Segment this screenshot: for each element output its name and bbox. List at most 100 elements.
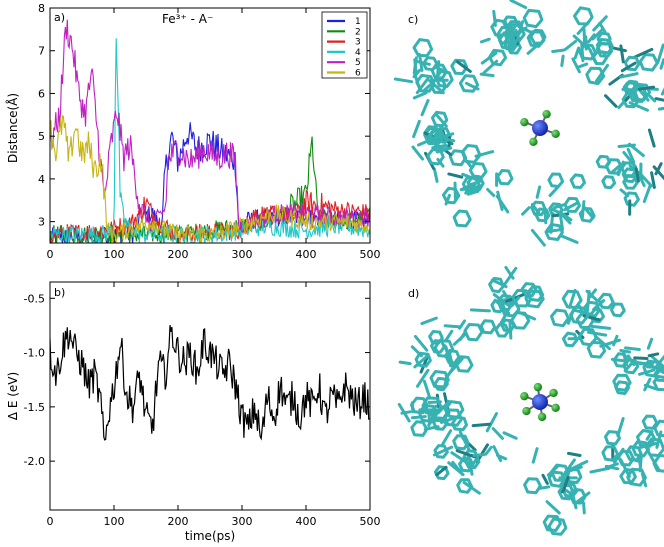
bond-stick <box>560 54 565 67</box>
bond-stick <box>474 150 495 158</box>
bond-stick <box>619 458 631 478</box>
y-tick-label: -0.5 <box>24 292 45 305</box>
ring-stick <box>451 415 468 432</box>
molecular-structure-c-icon <box>393 0 664 247</box>
x-tick-label: 300 <box>232 515 253 528</box>
ring-stick <box>529 28 547 45</box>
bond-stick <box>400 410 412 415</box>
ring-stick <box>561 331 579 348</box>
panel-d-label: d) <box>408 287 419 300</box>
ligand-atom <box>551 129 560 139</box>
bond-stick <box>412 56 418 73</box>
molecular-structure-d-icon <box>397 265 664 536</box>
legend-label-6: 6 <box>355 69 361 79</box>
bond-stick <box>447 349 455 370</box>
bond-stick <box>572 34 584 45</box>
bond-stick <box>479 37 491 44</box>
ring-stick <box>542 514 562 532</box>
ligand-atom <box>542 109 551 119</box>
ring-stick <box>524 289 545 309</box>
bond-stick <box>435 465 448 477</box>
bond-stick <box>577 62 589 69</box>
ring-stick <box>642 359 662 378</box>
ring-stick <box>641 414 659 430</box>
bond-stick <box>499 308 510 326</box>
ring-stick <box>410 420 429 437</box>
ring-stick <box>601 445 620 462</box>
bond-stick <box>467 455 474 476</box>
ring-stick <box>490 299 506 314</box>
ring-stick <box>575 311 595 329</box>
bond-stick <box>535 185 542 199</box>
panel-b-ylabel: Δ E (eV) <box>6 372 20 420</box>
ring-stick <box>612 373 632 392</box>
bond-stick <box>623 361 634 373</box>
bond-stick <box>622 150 637 169</box>
ring-stick <box>415 73 436 93</box>
bond-stick <box>595 63 610 83</box>
bond-stick <box>443 324 462 329</box>
bond-stick <box>626 147 636 164</box>
bond-stick <box>586 330 608 337</box>
bond-stick <box>413 355 429 369</box>
panel-a-label: a) <box>54 11 65 24</box>
bond-stick <box>416 136 436 147</box>
bond-stick <box>412 68 422 79</box>
bond-stick <box>412 91 428 100</box>
iron-atom <box>532 120 548 136</box>
panel-b-frame <box>49 281 371 511</box>
ring-stick <box>547 517 568 536</box>
ring-stick <box>550 308 570 328</box>
bond-stick <box>510 296 521 307</box>
bond-stick <box>551 48 566 54</box>
bond-stick <box>628 101 650 112</box>
bond-stick <box>492 445 503 463</box>
bond-stick <box>451 460 464 476</box>
bond-stick <box>466 189 480 196</box>
bond-stick <box>530 228 546 247</box>
ring-stick <box>557 483 576 501</box>
bond-stick <box>647 128 656 148</box>
bond-stick <box>503 266 518 286</box>
bond-stick <box>657 106 664 111</box>
bond-stick <box>491 427 504 440</box>
bond-stick <box>444 329 454 342</box>
bond-stick <box>427 138 443 151</box>
bond-stick <box>393 77 414 84</box>
ring-stick <box>494 323 510 338</box>
bond-stick <box>609 45 627 53</box>
legend-label-2: 2 <box>355 27 361 37</box>
ring-stick <box>430 110 449 128</box>
ligand-atom <box>549 388 558 398</box>
bond-stick <box>423 80 436 92</box>
panel-b-xlabel: time(ps) <box>185 529 235 543</box>
bond-stick <box>582 501 586 515</box>
panel-b-label: b) <box>54 286 65 299</box>
ring-stick <box>601 175 617 190</box>
bond-stick <box>588 288 598 299</box>
ligand-atom <box>551 403 560 413</box>
ring-stick <box>443 408 463 427</box>
ring-stick <box>452 209 472 228</box>
legend-label-1: 1 <box>355 17 361 27</box>
bond-stick <box>637 441 659 450</box>
x-tick-label: 300 <box>232 248 253 261</box>
ring-stick <box>604 430 621 446</box>
ring-stick <box>597 292 615 310</box>
bond-stick <box>563 39 578 52</box>
bond-stick <box>521 206 531 216</box>
ring-stick <box>573 6 594 26</box>
bond-stick <box>410 345 423 358</box>
y-tick-label: 3 <box>38 216 45 229</box>
ring-stick <box>622 174 639 190</box>
ring-stick <box>631 440 650 458</box>
bond-stick <box>435 146 453 154</box>
bond-stick <box>582 40 591 51</box>
ring-stick <box>430 339 446 354</box>
bond-stick <box>412 119 421 139</box>
ring-stick <box>585 66 606 86</box>
bond-stick <box>450 451 468 464</box>
bond-stick <box>545 228 562 233</box>
